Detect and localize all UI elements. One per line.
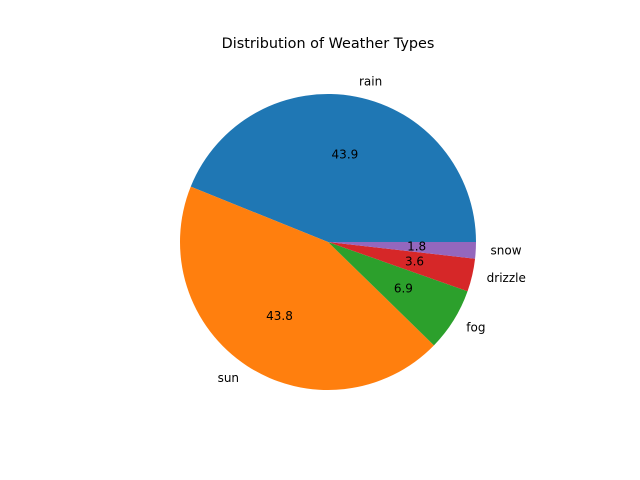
pie-slice [328,242,468,346]
value-label: 43.9 [332,147,359,161]
pie-slice [190,93,477,242]
slice-label: rain [359,75,382,89]
value-label: 1.8 [407,240,426,254]
pie-slice [328,242,476,259]
slice-label: snow [491,244,522,258]
value-label: 3.6 [405,254,424,268]
value-label: 43.8 [266,309,293,323]
slice-label: fog [466,320,485,334]
pie-slice [180,186,434,391]
value-label: 6.9 [394,281,413,295]
pie-slice [328,242,476,292]
slice-label: sun [218,371,239,385]
slice-label: drizzle [487,271,526,285]
chart-title: Distribution of Weather Types [222,36,435,52]
